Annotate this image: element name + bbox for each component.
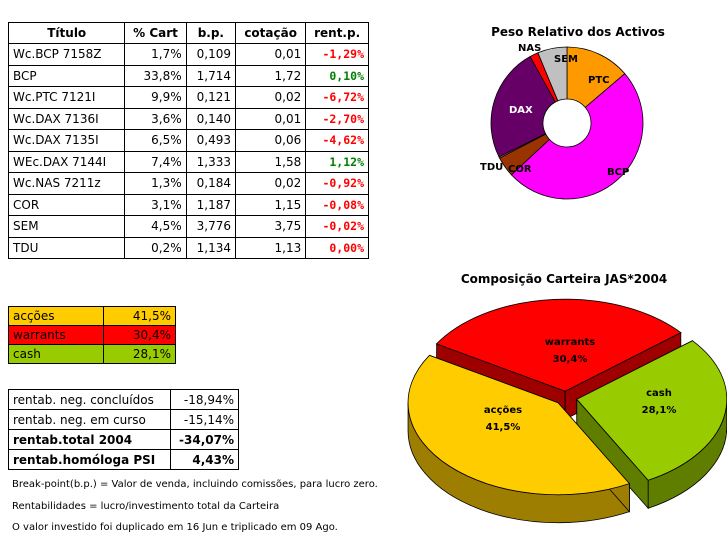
returns-value: 4,43% — [169, 449, 240, 470]
quote-cell: 0,02 — [235, 86, 307, 109]
asset-name-cell: Wc.BCP 7158Z — [7, 43, 126, 66]
header-bp: b.p. — [185, 22, 237, 44]
header-quote: cotação — [235, 22, 307, 44]
quote-cell: 1,72 — [235, 64, 307, 87]
portfolio-row: Wc.DAX 7136I 3,6% 0,140 0,01 -2,70% — [7, 107, 369, 130]
pie-value-label: 28,1% — [642, 405, 677, 416]
composition-chart-title: Composição Carteira JAS*2004 — [461, 272, 667, 286]
note-investment: O valor investido foi duplicado em 16 Ju… — [12, 522, 338, 533]
donut-label-dax: DAX — [509, 105, 533, 116]
bp-cell: 1,714 — [185, 64, 237, 87]
asset-name-cell: BCP — [7, 64, 126, 87]
donut-chart-title: Peso Relativo dos Activos — [491, 25, 665, 39]
allocation-value: 41,5% — [102, 306, 177, 326]
returns-table: rentab. neg. concluídos -18,94% rentab. ne… — [8, 389, 240, 470]
returns-value: -34,07% — [169, 429, 240, 450]
returns-row: rentab. neg. concluídos -18,94% — [8, 389, 240, 410]
pie-value-label: 30,4% — [553, 354, 588, 365]
quote-cell: 0,01 — [235, 43, 307, 66]
rent-cell: 1,12% — [305, 150, 369, 173]
rent-cell: -4,62% — [305, 129, 369, 152]
asset-name-cell: Wc.DAX 7136I — [7, 107, 126, 130]
pie-category-label: acções — [484, 405, 522, 416]
allocation-value: 30,4% — [102, 325, 177, 345]
donut-label-tdu: TDU — [480, 162, 503, 173]
portfolio-row: SEM 4,5% 3,776 3,75 -0,02% — [7, 215, 369, 238]
bp-cell: 0,140 — [185, 107, 237, 130]
portfolio-row: TDU 0,2% 1,134 1,13 0,00% — [7, 236, 369, 259]
header-title: Título — [7, 22, 126, 44]
asset-name-cell: TDU — [7, 236, 126, 259]
pie-slice-acções — [407, 354, 631, 496]
pct-cell: 7,4% — [124, 150, 187, 173]
portfolio-row: Wc.BCP 7158Z 1,7% 0,109 0,01 -1,29% — [7, 43, 369, 66]
donut-slice-dax — [490, 55, 556, 158]
returns-value: -18,94% — [169, 389, 240, 410]
pie-slice-cash — [576, 340, 727, 481]
portfolio-table: Título % Cart b.p. cotação rent.p. Wc.BC… — [7, 22, 369, 259]
pct-cell: 0,2% — [124, 236, 187, 259]
donut-label-bcp: BCP — [607, 167, 629, 178]
allocation-row: acções 41,5% — [8, 306, 177, 326]
rent-cell: -0,92% — [305, 172, 369, 195]
note-break-point: Break-point(b.p.) = Valor de venda, incl… — [12, 479, 378, 490]
pct-cell: 6,5% — [124, 129, 187, 152]
pie-value-label: 41,5% — [486, 422, 521, 433]
donut-label-ptc: PTC — [588, 75, 610, 86]
quote-cell: 1,58 — [235, 150, 307, 173]
rent-cell: -2,70% — [305, 107, 369, 130]
asset-name-cell: Wc.NAS 7211z — [7, 172, 126, 195]
note-rentabilidades: Rentabilidades = lucro/investimento tota… — [12, 501, 280, 512]
allocation-row: warrants 30,4% — [8, 325, 177, 345]
pct-cell: 1,7% — [124, 43, 187, 66]
header-rent: rent.p. — [305, 22, 369, 44]
donut-label-nas: NAS — [518, 43, 541, 54]
portfolio-header-row: Título % Cart b.p. cotação rent.p. — [7, 22, 369, 44]
pct-cell: 3,6% — [124, 107, 187, 130]
donut-label-sem: SEM — [554, 54, 578, 65]
rent-cell: -6,72% — [305, 86, 369, 109]
portfolio-row: BCP 33,8% 1,714 1,72 0,10% — [7, 64, 369, 87]
bp-cell: 0,184 — [185, 172, 237, 195]
asset-name-cell: SEM — [7, 215, 126, 238]
donut-label-cor: COR — [508, 164, 532, 175]
bp-cell: 1,134 — [185, 236, 237, 259]
pct-cell: 33,8% — [124, 64, 187, 87]
donut-chart: Peso Relativo dos Activos PTC BCP COR TDU DA… — [480, 25, 665, 200]
pie-slice-warrants — [435, 298, 682, 392]
rent-cell: 0,00% — [305, 236, 369, 259]
allocation-table: acções 41,5% warrants 30,4% cash 28,1% — [8, 306, 177, 364]
rent-cell: 0,10% — [305, 64, 369, 87]
returns-row: rentab.homóloga PSI 4,43% — [8, 449, 240, 470]
donut-slice-sem — [537, 46, 568, 102]
allocation-row: cash 28,1% — [8, 344, 177, 364]
pie-category-label: cash — [646, 388, 672, 399]
allocation-value: 28,1% — [102, 344, 177, 364]
bp-cell: 0,121 — [185, 86, 237, 109]
asset-name-cell: Wc.PTC 7121I — [7, 86, 126, 109]
portfolio-row: Wc.NAS 7211z 1,3% 0,184 0,02 -0,92% — [7, 172, 369, 195]
composition-pie-chart: warrants 30,4% cash 28,1% acções 41,5% Composi… — [407, 272, 727, 524]
donut-slice-bcp — [510, 73, 644, 200]
pct-cell: 9,9% — [124, 86, 187, 109]
bp-cell: 3,776 — [185, 215, 237, 238]
bp-cell: 0,109 — [185, 43, 237, 66]
bp-cell: 1,333 — [185, 150, 237, 173]
rent-cell: -1,29% — [305, 43, 369, 66]
portfolio-row: Wc.PTC 7121I 9,9% 0,121 0,02 -6,72% — [7, 86, 369, 109]
pie-category-label: warrants — [545, 337, 595, 348]
quote-cell: 3,75 — [235, 215, 307, 238]
quote-cell: 1,13 — [235, 236, 307, 259]
quote-cell: 0,02 — [235, 172, 307, 195]
